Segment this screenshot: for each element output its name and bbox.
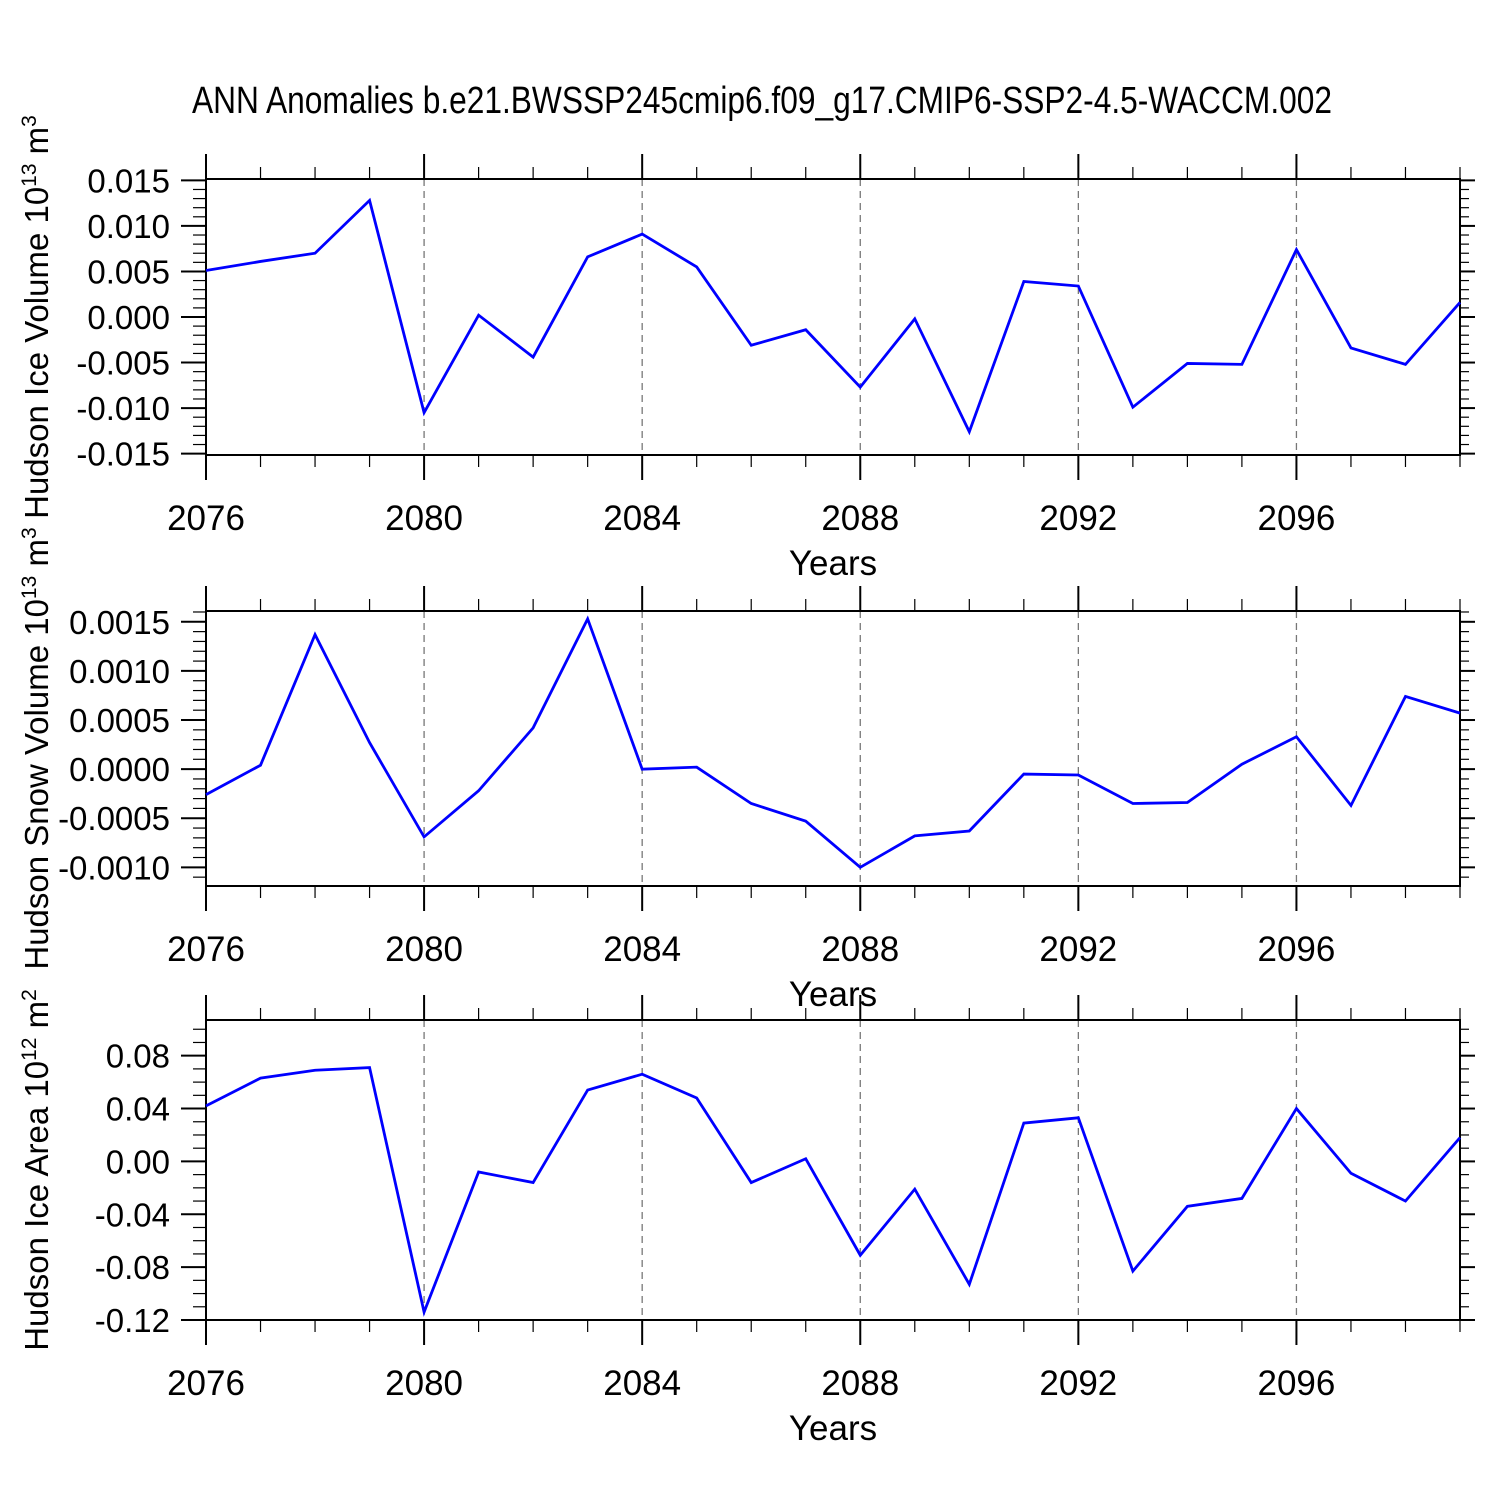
y-tick-label: -0.0005 [58,800,170,837]
y-tick-label: 0.000 [87,299,170,336]
y-tick-label: -0.015 [76,436,170,473]
y-tick-label: 0.0015 [69,604,170,641]
y-tick-label: -0.08 [95,1249,170,1286]
plot-border [205,1019,1461,1321]
x-tick-label: 2092 [1039,930,1117,969]
x-tick-label: 2076 [167,499,245,538]
x-tick-label: 2096 [1257,1364,1335,1403]
x-tick-label: 2096 [1257,930,1335,969]
y-tick-label: -0.04 [95,1196,170,1233]
y-tick-label: 0.00 [106,1143,170,1180]
y-tick-label: -0.12 [95,1302,170,1339]
x-axis-title: Years [789,1409,877,1448]
x-tick-label: 2080 [385,1364,463,1403]
charts-group: 0.015 0.010 0.005 0.000 -0.005 -0.010 -0.015 20… [18,115,1475,1448]
hudson-ice-area-line [205,1066,1462,1317]
x-axis-title: Years [789,975,877,1014]
y-tick-label: -0.005 [76,345,170,382]
y-tick-label: 0.015 [87,162,170,199]
y-tick-label: 0.010 [87,208,170,245]
plot-border [205,178,1461,456]
plot-border [205,610,1461,887]
y-axis-title: Hudson Ice Volume 1013 m3 [18,115,55,519]
x-tick-label: 2076 [167,1364,245,1403]
chart-hudson-ice-volume: 0.015 0.010 0.005 0.000 -0.005 -0.010 -0.015 20… [18,115,1475,583]
y-tick-label: 0.0005 [69,702,170,739]
x-tick-label: 2076 [167,930,245,969]
y-tick-label: -0.010 [76,390,170,427]
x-tick-label: 2088 [821,499,899,538]
y-tick-label: 0.0010 [69,653,170,690]
x-tick-label: 2088 [821,930,899,969]
y-axis-title: Hudson Snow Volume 1013 m3 [18,527,55,969]
x-tick-label: 2080 [385,499,463,538]
figure-title: ANN Anomalies b.e21.BWSSP245cmip6.f09_g1… [192,80,1332,122]
y-tick-label: -0.0010 [58,849,170,886]
y-axis-title: Hudson Ice Area 1012 m2 [18,989,55,1351]
x-tick-label: 2080 [385,930,463,969]
x-tick-label: 2084 [603,1364,681,1403]
y-tick-label: 0.04 [106,1091,170,1128]
x-tick-label: 2096 [1257,499,1335,538]
x-tick-label: 2088 [821,1364,899,1403]
y-tick-label: 0.08 [106,1038,170,1075]
hudson-ice-volume-line [205,197,1462,436]
chart-hudson-snow-volume: 0.0015 0.0010 0.0005 0.0000 -0.0005 -0.0010 20… [18,527,1475,1014]
x-tick-label: 2092 [1039,499,1117,538]
x-axis-title: Years [789,544,877,583]
y-tick-label: 0.0000 [69,751,170,788]
chart-hudson-ice-area: 0.08 0.04 0.00 -0.04 -0.08 -0.12 2076 2080 2084 2… [18,989,1475,1448]
x-tick-label: 2084 [603,499,681,538]
x-tick-label: 2092 [1039,1364,1117,1403]
hudson-snow-volume-line [205,615,1461,870]
y-tick-label: 0.005 [87,253,170,290]
x-tick-label: 2084 [603,930,681,969]
